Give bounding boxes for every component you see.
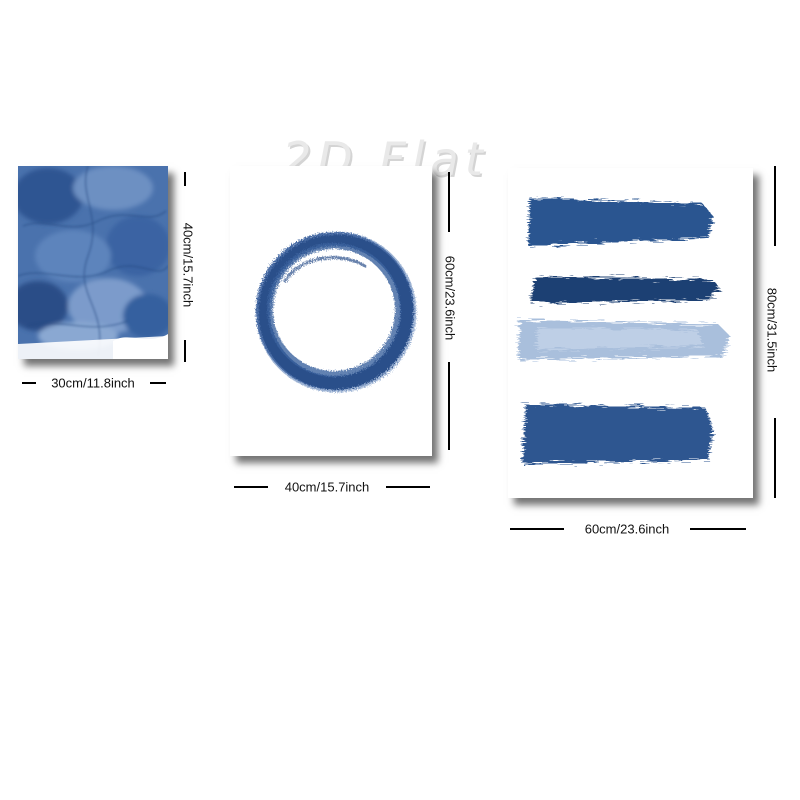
dimension-line-top bbox=[184, 172, 186, 186]
poster1-width-label: 30cm/11.8inch bbox=[51, 375, 135, 391]
poster3-width-label: 60cm/23.6inch bbox=[584, 521, 670, 537]
ink-circle-art bbox=[230, 166, 432, 456]
dimension-line-right bbox=[690, 528, 746, 530]
poster2-height-label: 60cm/23.6inch bbox=[442, 255, 458, 341]
dimension-line-left bbox=[22, 382, 36, 384]
dimension-line-bottom bbox=[184, 340, 186, 362]
dimension-line-bottom bbox=[774, 418, 776, 498]
brush-strokes-art bbox=[508, 168, 753, 498]
poster-brush-strokes bbox=[508, 168, 753, 498]
dimension-line-right bbox=[386, 486, 430, 488]
dimension-line-left bbox=[510, 528, 564, 530]
dimension-line-top bbox=[774, 166, 776, 246]
dimension-line-left bbox=[234, 486, 268, 488]
poster-watercolor bbox=[18, 166, 168, 359]
poster3-height-label: 80cm/31.5inch bbox=[764, 287, 780, 373]
dimension-line-top bbox=[448, 172, 450, 232]
dimension-line-right bbox=[150, 382, 166, 384]
poster2-width-label: 40cm/15.7inch bbox=[284, 479, 370, 495]
poster-ink-circle bbox=[230, 166, 432, 456]
poster1-height-label: 40cm/15.7inch bbox=[180, 222, 196, 308]
watercolor-art bbox=[18, 166, 168, 359]
dimension-line-bottom bbox=[448, 362, 450, 450]
